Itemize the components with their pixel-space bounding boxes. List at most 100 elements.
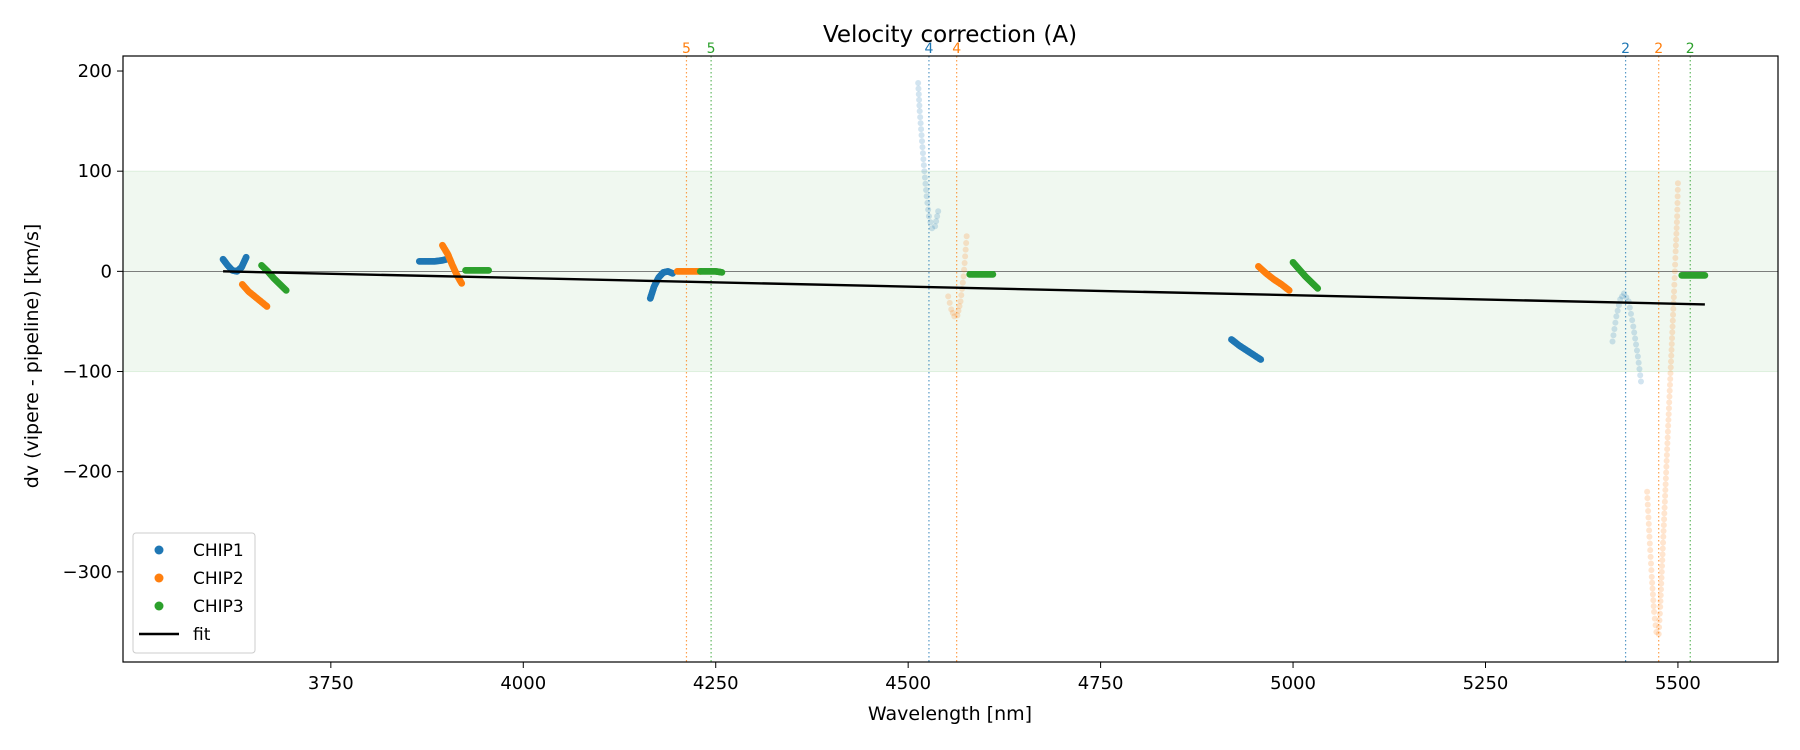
legend-label: CHIP3	[193, 597, 244, 617]
data-point	[1670, 294, 1677, 301]
data-series-chip1	[915, 80, 942, 232]
data-point	[1668, 346, 1675, 353]
plot-content	[123, 56, 1778, 662]
data-point	[1285, 286, 1293, 294]
data-point	[934, 213, 941, 220]
x-tick-label: 4500	[885, 673, 931, 694]
data-point	[1669, 329, 1676, 336]
order-marker-label: 2	[1686, 41, 1695, 57]
order-marker-label: 5	[707, 41, 716, 57]
data-point	[1665, 416, 1672, 423]
legend-marker-chip2	[154, 573, 164, 583]
data-point	[1661, 498, 1668, 505]
data-point	[1674, 213, 1681, 220]
x-tick-label: 3750	[308, 673, 354, 694]
data-point	[963, 239, 970, 246]
data-point	[915, 85, 922, 92]
data-series-chip3	[966, 270, 997, 278]
legend-label: CHIP2	[193, 569, 244, 589]
data-point	[1644, 495, 1651, 502]
data-point	[917, 120, 924, 127]
data-point	[929, 225, 936, 232]
data-point	[915, 80, 922, 87]
data-point	[961, 260, 968, 267]
data-point	[1621, 290, 1628, 297]
order-marker-label: 5	[682, 41, 691, 57]
data-point	[1623, 294, 1630, 301]
data-point	[1645, 514, 1652, 521]
data-series-chip2	[1255, 262, 1293, 294]
data-point	[1656, 624, 1663, 631]
data-point	[1668, 340, 1675, 347]
data-point	[1664, 428, 1671, 435]
data-point	[956, 303, 963, 310]
data-point	[1657, 603, 1664, 610]
data-point	[921, 174, 928, 181]
data-point	[1648, 567, 1655, 574]
data-series-chip3	[1289, 258, 1322, 292]
data-point	[1674, 193, 1681, 200]
data-point	[915, 91, 922, 98]
data-point	[1650, 597, 1657, 604]
data-point	[1671, 275, 1678, 282]
data-point	[1659, 557, 1666, 564]
data-point	[1644, 501, 1651, 508]
data-point	[1673, 224, 1680, 231]
legend-box	[132, 532, 256, 654]
data-point	[1672, 255, 1679, 261]
data-series-chip1	[415, 255, 450, 265]
legend-marker-chip1	[154, 545, 164, 555]
data-point	[1656, 610, 1663, 617]
data-point	[1672, 248, 1679, 255]
data-point	[1646, 533, 1653, 540]
data-point	[1674, 206, 1681, 213]
data-point	[1647, 553, 1654, 560]
data-point	[1669, 317, 1676, 324]
data-point	[1650, 603, 1657, 610]
data-point	[919, 144, 926, 151]
plot-area: 3750 4000 4250 4500 4750 5000 5250 5500 200 100 0 −…	[63, 41, 1779, 694]
data-point	[1645, 520, 1652, 527]
data-point	[1314, 284, 1322, 292]
data-point	[1659, 551, 1666, 558]
data-point	[1674, 200, 1681, 207]
data-point	[1671, 268, 1678, 275]
data-point	[1627, 310, 1634, 317]
data-point	[962, 246, 969, 253]
order-marker-label: 4	[952, 41, 961, 57]
y-tick-label: 0	[101, 261, 112, 282]
data-point	[1665, 405, 1672, 412]
data-point	[922, 180, 929, 187]
data-point	[1661, 504, 1668, 511]
data-point	[1666, 399, 1673, 406]
data-point	[1669, 323, 1676, 330]
data-point	[921, 168, 928, 175]
data-series-chip1	[1228, 336, 1265, 363]
data-point	[1646, 540, 1653, 547]
data-point	[1671, 288, 1678, 295]
data-point	[1662, 487, 1669, 494]
data-point	[1649, 579, 1656, 586]
data-series-chip3	[696, 267, 726, 276]
data-point	[961, 266, 968, 273]
y-axis-label: dv (vipere - pipeline) [km/s]	[21, 224, 43, 489]
legend-label: fit	[193, 625, 211, 645]
data-point	[1660, 527, 1667, 534]
data-point	[924, 199, 931, 206]
data-point	[1666, 381, 1673, 388]
data-series-chip2	[945, 233, 970, 320]
data-point	[1637, 372, 1644, 379]
data-point	[1665, 422, 1672, 429]
data-point	[1646, 527, 1653, 534]
data-point	[916, 102, 923, 109]
data-point	[933, 218, 940, 225]
data-point	[1664, 434, 1671, 441]
legend: CHIP1 CHIP2 CHIP3 fit	[132, 532, 256, 654]
y-tick-label: −300	[63, 562, 112, 583]
data-point	[1673, 236, 1680, 243]
data-point	[916, 108, 923, 115]
data-point	[1672, 261, 1679, 268]
data-point	[1655, 630, 1662, 637]
data-point	[1664, 446, 1671, 453]
data-point	[954, 312, 961, 319]
